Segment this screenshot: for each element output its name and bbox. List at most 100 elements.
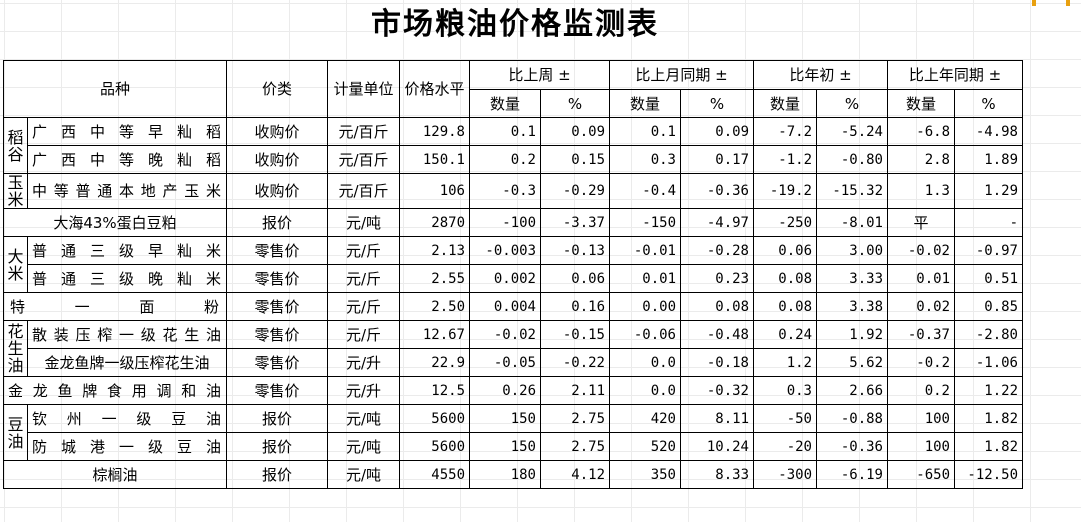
row-price: 4550 [399, 460, 470, 489]
cell-ytd-qty: -1.2 [753, 145, 817, 174]
cell-week-pct: 4.12 [540, 460, 610, 489]
row-price: 150.1 [399, 145, 470, 174]
cell-ytd-pct: 3.33 [816, 264, 888, 293]
cell-lastyear-qty: -650 [887, 460, 955, 489]
cell-lastyear-pct: 0.51 [954, 264, 1023, 293]
row-price: 5600 [399, 404, 470, 433]
cell-month-qty: -0.06 [609, 320, 681, 349]
header-vs-last-year: 比上年同期 ± [887, 60, 1023, 90]
cell-ytd-pct: 3.00 [816, 236, 888, 265]
cell-marker [1032, 0, 1036, 6]
cell-ytd-pct: -0.88 [816, 404, 888, 433]
subheader-row: 数量 % 数量 % 数量 % 数量 % [4, 89, 1023, 118]
cell-month-pct: -0.32 [680, 376, 754, 405]
cell-week-qty: 0.004 [469, 292, 541, 321]
header-vs-last-week: 比上周 ± [469, 60, 610, 90]
cell-ytd-qty: -50 [753, 404, 817, 433]
cell-lastyear-qty: 2.8 [887, 145, 955, 174]
row-unit: 元/斤 [327, 264, 400, 293]
row-unit: 元/吨 [327, 404, 400, 433]
cell-month-pct: 10.24 [680, 432, 754, 461]
category-corn: 玉米 [3, 173, 28, 209]
cell-lastyear-qty: 平 [887, 208, 955, 237]
table-row: 花生油 散装压榨一级花生油 零售价 元/斤 12.67 -0.02 -0.15 … [3, 320, 1023, 377]
row-price-type: 报价 [226, 460, 328, 489]
table-row: 广西中等晚籼稻 收购价 元/百斤 150.1 0.2 0.15 0.3 0.17… [4, 145, 1023, 174]
cell-lastyear-pct: 1.89 [954, 145, 1023, 174]
row-price-type: 零售价 [226, 236, 328, 265]
row-price-type: 零售价 [226, 264, 328, 293]
cell-month-pct: 0.23 [680, 264, 754, 293]
row-price-type: 收购价 [226, 145, 328, 174]
cell-ytd-qty: -7.2 [753, 117, 817, 146]
cell-ytd-qty: -300 [753, 460, 817, 489]
row-price-type: 零售价 [226, 348, 328, 377]
header-vs-year-start: 比年初 ± [753, 60, 888, 90]
row-name: 散装压榨一级花生油 [27, 320, 227, 349]
cell-month-qty: -0.4 [609, 173, 681, 209]
cell-month-pct: -0.18 [680, 348, 754, 377]
header-unit: 计量单位 [327, 60, 400, 118]
header-price-level: 价格水平 [399, 60, 470, 118]
row-price: 12.67 [399, 320, 470, 349]
cell-week-qty: -0.003 [469, 236, 541, 265]
cell-ytd-pct: 5.62 [816, 348, 888, 377]
cell-ytd-qty: -19.2 [753, 173, 817, 209]
table-row: 稻谷 广西中等早籼稻 收购价 元/百斤 129.8 0.1 0.09 0.1 0… [3, 117, 1023, 174]
row-name: 特一面粉 [3, 292, 227, 321]
cell-lastyear-qty: 100 [887, 432, 955, 461]
header-vs-last-month: 比上月同期 ± [609, 60, 754, 90]
subheader-pct: % [816, 89, 888, 118]
cell-month-qty: 520 [609, 432, 681, 461]
cell-month-pct: -0.48 [680, 320, 754, 349]
category-soy-oil: 豆油 [3, 404, 28, 461]
subheader-pct: % [540, 89, 610, 118]
cell-lastyear-pct: -4.98 [954, 117, 1023, 146]
cell-ytd-pct: 2.66 [816, 376, 888, 405]
row-unit: 元/升 [327, 348, 400, 377]
cell-week-pct: 2.11 [540, 376, 610, 405]
row-name: 普通三级晚籼米 [27, 264, 227, 293]
row-price: 106 [399, 173, 470, 209]
row-name: 金龙鱼牌食用调和油 [3, 376, 227, 405]
row-name: 钦州一级豆油 [27, 404, 227, 433]
row-price: 12.5 [399, 376, 470, 405]
category-rice-grain: 稻谷 [3, 117, 28, 174]
cell-ytd-qty: 0.06 [753, 236, 817, 265]
cell-week-qty: -100 [469, 208, 541, 237]
cell-month-pct: -0.28 [680, 236, 754, 265]
cell-ytd-pct: -0.36 [816, 432, 888, 461]
row-price: 2870 [399, 208, 470, 237]
cell-month-pct: 0.08 [680, 292, 754, 321]
row-unit: 元/吨 [327, 432, 400, 461]
cell-week-pct: 0.16 [540, 292, 610, 321]
cell-ytd-pct: 1.92 [816, 320, 888, 349]
cell-ytd-pct: -6.19 [816, 460, 888, 489]
cell-week-pct: 2.75 [540, 432, 610, 461]
table-row: 棕榈油 报价 元/吨 4550 180 4.12 350 8.33 -300 -… [3, 460, 1023, 489]
row-name: 金龙鱼牌一级压榨花生油 [27, 348, 227, 377]
cell-lastyear-qty: -6.8 [887, 117, 955, 146]
row-price-type: 收购价 [226, 117, 328, 146]
cell-week-qty: -0.02 [469, 320, 541, 349]
cell-week-qty: 0.26 [469, 376, 541, 405]
cell-week-pct: 0.06 [540, 264, 610, 293]
table-row: 防城港一级豆油 报价 元/吨 5600 150 2.75 520 10.24 -… [4, 432, 1023, 461]
header-price-type: 价类 [226, 60, 328, 118]
cell-month-qty: 0.3 [609, 145, 681, 174]
cell-lastyear-pct: 1.22 [954, 376, 1023, 405]
cell-ytd-qty: 0.3 [753, 376, 817, 405]
page-title: 市场粮油价格监测表 [371, 7, 659, 42]
subheader-qty: 数量 [887, 89, 955, 118]
table-row: 普通三级晚籼米 零售价 元/斤 2.55 0.002 0.06 0.01 0.2… [4, 264, 1023, 293]
cell-lastyear-pct: 1.82 [954, 432, 1023, 461]
row-price: 129.8 [399, 117, 470, 146]
row-unit: 元/斤 [327, 236, 400, 265]
cell-month-qty: -150 [609, 208, 681, 237]
cell-week-qty: -0.3 [469, 173, 541, 209]
cell-week-pct: -0.29 [540, 173, 610, 209]
row-name: 大海43%蛋白豆粕 [3, 208, 227, 237]
row-unit: 元/斤 [327, 292, 400, 321]
table-row: 金龙鱼牌一级压榨花生油 零售价 元/升 22.9 -0.05 -0.22 0.0… [4, 348, 1023, 377]
cell-lastyear-qty: -0.37 [887, 320, 955, 349]
